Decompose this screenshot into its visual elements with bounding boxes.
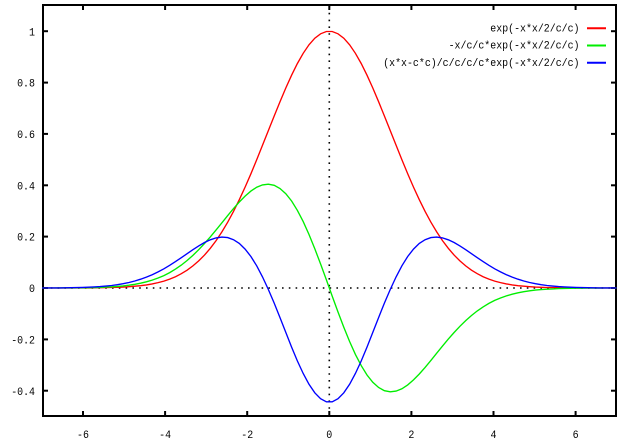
svg-text:0.8: 0.8 (17, 79, 35, 91)
svg-text:1: 1 (29, 27, 35, 39)
svg-text:-4: -4 (159, 430, 171, 442)
svg-text:-x/c/c*exp(-x*x/2/c/c): -x/c/c*exp(-x*x/2/c/c) (449, 41, 580, 53)
svg-text:-2: -2 (241, 430, 253, 442)
svg-text:4: 4 (491, 430, 497, 442)
svg-text:6: 6 (573, 430, 579, 442)
svg-text:-0.4: -0.4 (11, 387, 35, 399)
svg-text:0: 0 (29, 284, 35, 296)
svg-text:0: 0 (326, 430, 332, 442)
svg-text:0.4: 0.4 (17, 181, 35, 193)
svg-text:0.2: 0.2 (17, 233, 35, 245)
svg-text:-0.2: -0.2 (11, 336, 35, 348)
svg-text:exp(-x*x/2/c/c): exp(-x*x/2/c/c) (490, 24, 579, 36)
svg-text:0.6: 0.6 (17, 130, 35, 142)
svg-text:(x*x-c*c)/c/c/c/c*exp(-x*x/2/c: (x*x-c*c)/c/c/c/c*exp(-x*x/2/c/c) (383, 58, 579, 70)
svg-text:2: 2 (408, 430, 414, 442)
svg-text:-6: -6 (77, 430, 89, 442)
